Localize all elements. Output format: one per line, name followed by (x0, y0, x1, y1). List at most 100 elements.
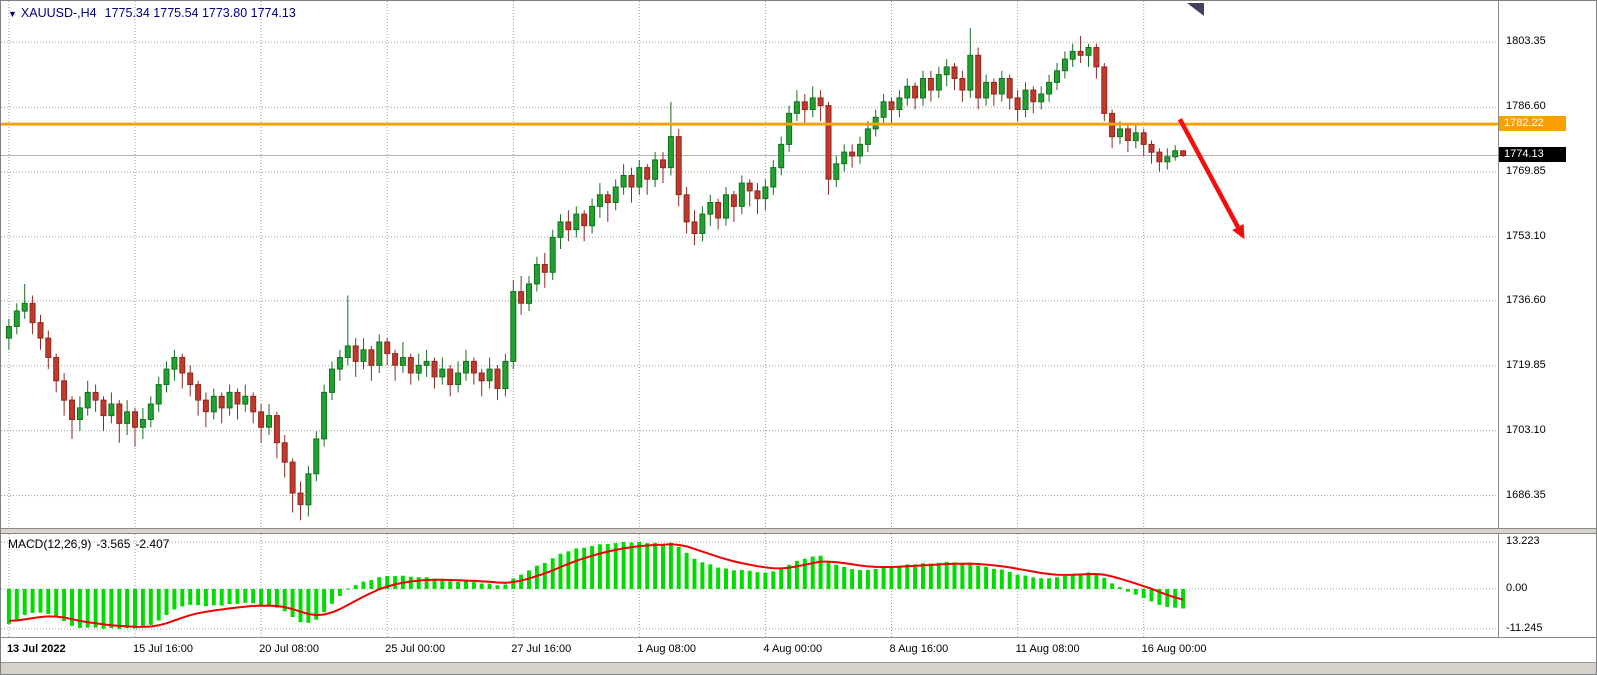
macd-histogram-bar (377, 577, 382, 589)
candle-body (289, 461, 296, 494)
candle-body (770, 167, 777, 188)
macd-histogram-bar (519, 574, 524, 589)
macd-histogram-bar (708, 564, 713, 589)
bid-price-tag: 1774.13 (1499, 147, 1566, 163)
candle-body (967, 54, 974, 91)
macd-histogram-bar (330, 589, 334, 604)
macd-histogram-bar (905, 564, 910, 589)
candle-body (139, 419, 146, 428)
candle-body (226, 391, 233, 409)
macd-histogram-bar (85, 589, 90, 628)
macd-histogram-bar (999, 569, 1004, 590)
macd-histogram-bar (503, 584, 508, 589)
macd-chart[interactable] (1, 534, 1498, 637)
macd-histogram-bar (645, 543, 650, 589)
candle-body (478, 372, 485, 382)
macd-histogram-bar (424, 577, 429, 589)
trend-arrow-head[interactable] (1232, 223, 1245, 240)
macd-histogram-bar (968, 562, 973, 589)
macd-histogram-bar (944, 561, 949, 589)
window-bottom-edge (1, 662, 1596, 674)
candle-body (463, 360, 469, 374)
macd-histogram-bar (353, 585, 358, 589)
macd-histogram-bar (456, 581, 461, 589)
macd-histogram-bar (93, 589, 98, 628)
macd-histogram-bar (274, 589, 279, 608)
macd-histogram-bar (62, 589, 67, 622)
macd-histogram-bar (1086, 572, 1091, 589)
panel-splitter[interactable] (1, 528, 1596, 534)
macd-histogram-bar (290, 589, 295, 617)
candle-body (502, 360, 509, 389)
macd-main-value: -3.565 (96, 537, 131, 551)
trend-arrow-line[interactable] (1177, 118, 1240, 229)
macd-histogram-bar (1039, 578, 1044, 589)
price-axis[interactable]: 1782.22 1774.13 1803.35 1786.60 1769.85 175… (1498, 1, 1596, 637)
macd-histogram-bar (156, 589, 161, 621)
candle-body (360, 349, 367, 362)
price-axis-label: 1703.10 (1506, 423, 1546, 436)
macd-histogram-bar (653, 542, 658, 589)
macd-histogram-bar (850, 569, 855, 590)
candle-body (1117, 128, 1123, 138)
macd-name: MACD(12,26,9) (8, 537, 92, 551)
candle-body (5, 326, 12, 339)
candlestick-chart[interactable] (1, 1, 1498, 528)
candle-body (612, 186, 619, 203)
time-axis[interactable]: 13 Jul 2022 15 Jul 16:00 20 Jul 08:00 25 Ju… (1, 637, 1596, 662)
chart-shift-marker-icon[interactable] (1187, 3, 1204, 16)
macd-histogram-bar (976, 565, 981, 589)
macd-histogram-bar (117, 589, 122, 629)
macd-histogram-bar (385, 576, 390, 589)
candle-body (644, 167, 651, 180)
candle-body (1085, 47, 1092, 56)
candle-body (841, 151, 848, 165)
macd-histogram-bar (125, 589, 130, 629)
macd-histogram-bar (440, 579, 445, 589)
macd-histogram-bar (1110, 583, 1115, 589)
candle-body (927, 78, 934, 91)
macd-histogram-bar (527, 570, 531, 589)
macd-pane[interactable]: MACD(12,26,9) -3.565 -2.407 (1, 534, 1498, 637)
macd-histogram-bar (46, 589, 51, 614)
macd-histogram-bar (211, 589, 216, 606)
candle-body (234, 391, 241, 405)
candle-body (762, 186, 769, 200)
macd-histogram-bar (558, 553, 563, 589)
candle-body (652, 159, 659, 180)
candle-body (1069, 50, 1076, 60)
macd-histogram-bar (345, 588, 350, 590)
macd-histogram-bar (637, 542, 642, 589)
price-axis-label: 1736.60 (1506, 293, 1546, 306)
price-axis-label: 1686.35 (1506, 488, 1546, 501)
candle-body (281, 442, 288, 463)
candle-body (959, 78, 966, 91)
main-chart-pane[interactable]: ▼ XAUUSD-,H4 1775.34 1775.54 1773.80 1774.… (1, 1, 1498, 528)
candle-body (415, 364, 422, 374)
candle-body (715, 202, 722, 219)
candle-body (754, 190, 761, 200)
macd-histogram-bar (582, 547, 587, 589)
macd-histogram-bar (282, 589, 287, 612)
candle-body (817, 97, 824, 107)
macd-histogram-bar (810, 556, 815, 589)
candle-body (1180, 150, 1187, 157)
candle-body (423, 360, 430, 366)
symbol-dropdown-icon[interactable]: ▼ (8, 9, 17, 19)
macd-histogram-bar (140, 589, 145, 628)
candle-body (793, 101, 800, 114)
candle-body (880, 101, 887, 118)
macd-histogram-bar (1157, 589, 1162, 605)
candle-body (392, 353, 399, 366)
macd-histogram-bar (188, 589, 193, 605)
macd-histogram-bar (1133, 589, 1138, 595)
macd-histogram-bar (495, 585, 500, 589)
macd-histogram-bar (243, 589, 248, 603)
candle-body (37, 322, 44, 339)
candle-body (1148, 143, 1155, 153)
macd-histogram-bar (1007, 571, 1012, 589)
candle-body (1030, 89, 1037, 103)
chart-title: ▼ XAUUSD-,H4 1775.34 1775.54 1773.80 1774.… (8, 6, 296, 20)
candle-body (1164, 156, 1171, 163)
